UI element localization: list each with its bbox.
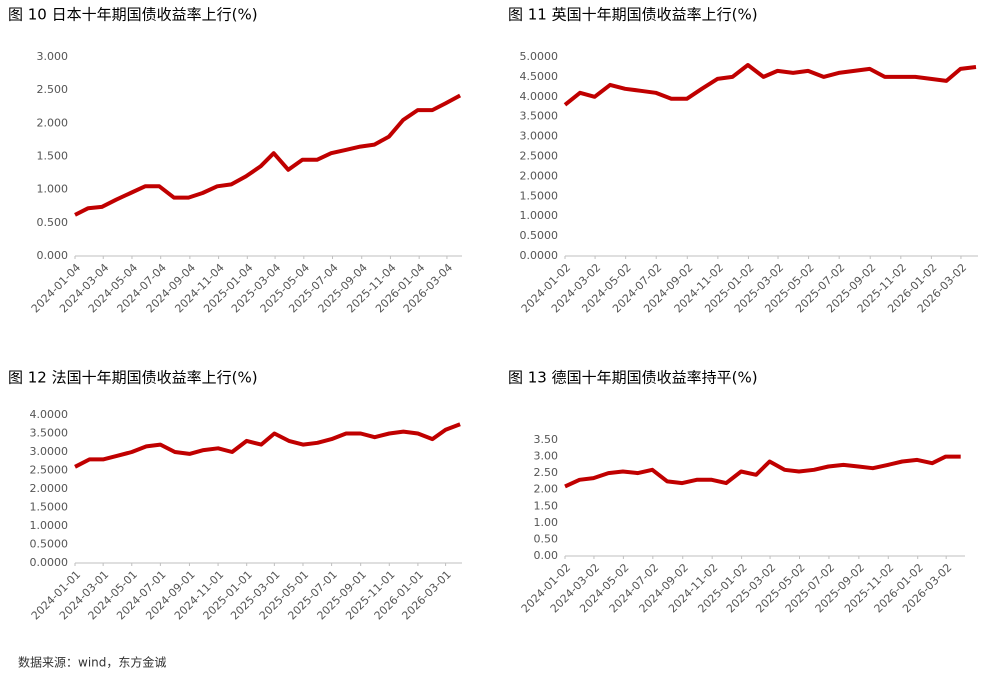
y-tick-label: 4.5000	[520, 70, 559, 83]
y-tick-label: 0.0000	[30, 556, 69, 569]
y-tick-label: 0.00	[534, 549, 559, 562]
y-tick-label: 1.5000	[30, 501, 69, 514]
y-tick-label: 2.500	[37, 83, 69, 96]
y-tick-label: 2.5000	[520, 150, 559, 163]
y-tick-label: 1.500	[37, 150, 69, 163]
y-tick-label: 3.5000	[30, 427, 69, 440]
data-line	[563, 63, 977, 107]
y-tick-label: 5.0000	[520, 50, 559, 63]
chart-title: 图 10 日本十年期国债收益率上行(%)	[8, 6, 258, 24]
y-tick-label: 1.00	[534, 516, 559, 529]
y-tick-label: 0.0000	[520, 249, 559, 262]
y-tick-label: 1.0000	[30, 519, 69, 532]
y-tick-label: 3.00	[534, 450, 559, 463]
y-tick-label: 1.0000	[520, 209, 559, 222]
source-note: 数据来源：wind，东方金诚	[18, 655, 166, 670]
y-tick-label: 4.0000	[520, 90, 559, 103]
y-tick-label: 0.5000	[30, 538, 69, 551]
y-tick-label: 2.000	[37, 116, 69, 129]
y-tick-label: 3.0000	[30, 445, 69, 458]
y-tick-label: 3.5000	[520, 110, 559, 123]
y-tick-label: 1.50	[534, 499, 559, 512]
y-tick-label: 0.50	[534, 532, 559, 545]
y-tick-label: 2.0000	[520, 169, 559, 182]
y-tick-label: 2.5000	[30, 464, 69, 477]
data-line	[74, 422, 461, 469]
y-tick-label: 1.5000	[520, 189, 559, 202]
y-tick-label: 4.0000	[30, 408, 69, 421]
y-tick-label: 2.0000	[30, 482, 69, 495]
y-tick-label: 2.50	[534, 466, 559, 479]
y-tick-label: 0.000	[37, 249, 69, 262]
y-tick-label: 3.50	[534, 433, 559, 446]
y-tick-label: 3.0000	[520, 130, 559, 143]
data-line	[564, 454, 961, 489]
y-tick-label: 3.000	[37, 50, 69, 63]
chart-title: 图 13 德国十年期国债收益率持平(%)	[508, 369, 758, 387]
data-line	[74, 93, 462, 217]
y-tick-label: 1.000	[37, 183, 69, 196]
y-tick-label: 0.500	[37, 216, 69, 229]
y-tick-label: 2.00	[534, 483, 559, 496]
chart-title: 图 11 英国十年期国债收益率上行(%)	[508, 6, 758, 24]
y-tick-label: 0.5000	[520, 229, 559, 242]
chart-title: 图 12 法国十年期国债收益率上行(%)	[8, 369, 258, 387]
